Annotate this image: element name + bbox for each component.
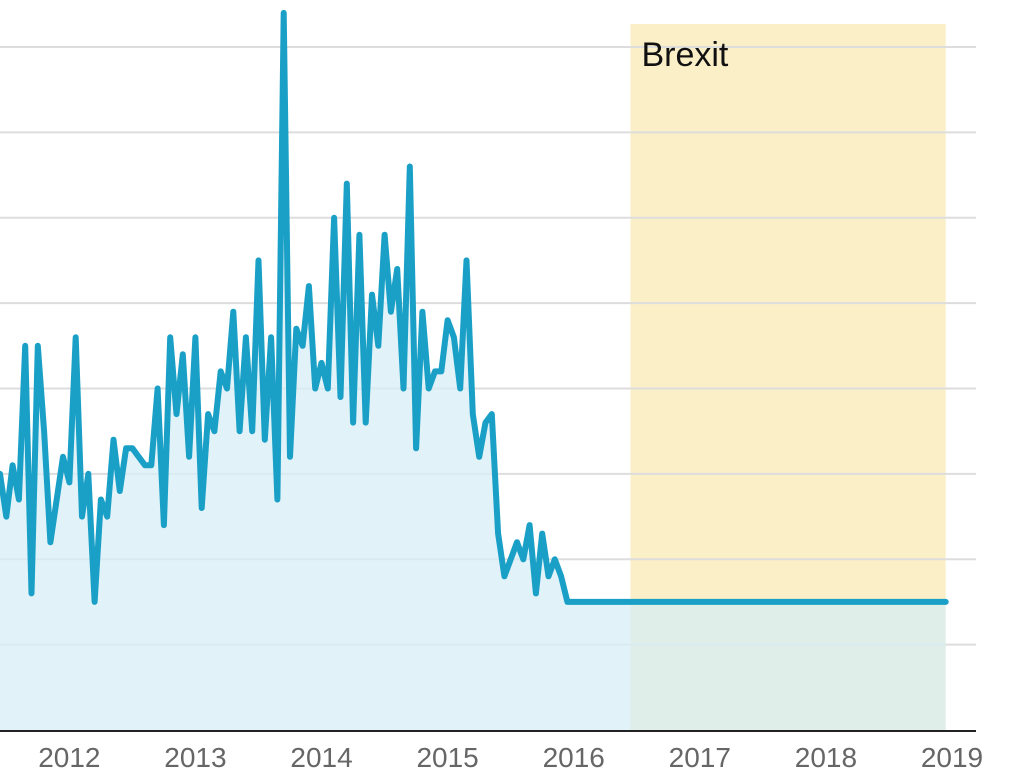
x-tick-label-2012: 2012	[38, 742, 100, 768]
x-tick-label-2013: 2013	[164, 742, 226, 768]
x-tick-label-2019: 2019	[921, 742, 983, 768]
x-tick-label-2014: 2014	[290, 742, 352, 768]
x-tick-label-2016: 2016	[543, 742, 605, 768]
series-line-layer	[0, 9, 949, 605]
x-tick-label-2017: 2017	[669, 742, 731, 768]
x-tick-label-2015: 2015	[416, 742, 478, 768]
x-tick-label-2018: 2018	[795, 742, 857, 768]
annotation-label-layer: Brexit	[641, 36, 728, 74]
annotation-label-0: Brexit	[641, 36, 728, 74]
tick-label-layer: 2012 2013 2014 2015 2016 2017 2018 2019	[38, 742, 983, 768]
series-area-layer	[0, 12, 946, 730]
series-line-0	[0, 9, 949, 605]
series-area-0	[0, 12, 946, 730]
